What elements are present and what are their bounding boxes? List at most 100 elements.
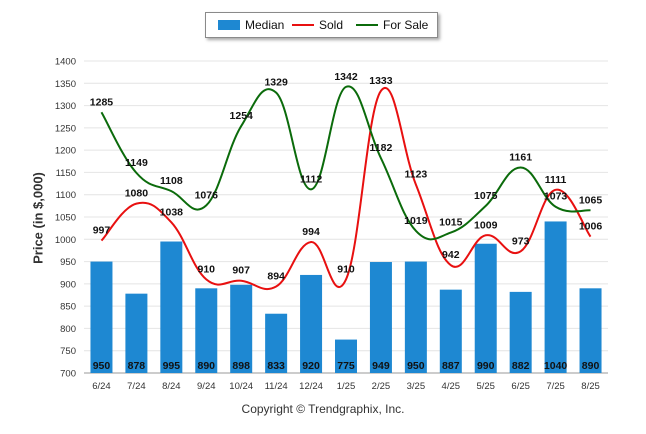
data-label-sold: 1123: [404, 168, 427, 180]
legend-item-median[interactable]: Median: [218, 13, 284, 37]
copyright-text: Copyright © Trendgraphix, Inc.: [241, 402, 405, 416]
data-label-median: 890: [582, 360, 600, 372]
x-tick-label: 10/24: [229, 381, 253, 392]
y-tick-label: 1150: [56, 168, 76, 179]
data-label-sold: 973: [512, 235, 530, 247]
y-tick-label: 750: [60, 346, 76, 357]
data-label-sold: 910: [337, 263, 355, 275]
data-label-for-sale: 1254: [230, 110, 254, 122]
data-label-for-sale: 1329: [264, 77, 288, 89]
bar-median: [125, 293, 148, 373]
legend-swatch-for-sale: [356, 24, 378, 26]
data-label-for-sale: 1285: [90, 96, 114, 108]
x-tick-label: 9/24: [197, 381, 216, 392]
data-label-median: 1040: [544, 360, 568, 372]
bar-median: [579, 288, 602, 373]
bar-median: [300, 274, 323, 373]
y-tick-label: 900: [60, 279, 76, 290]
bar-median: [509, 291, 532, 373]
x-tick-label: 12/24: [299, 381, 323, 392]
data-label-sold: 997: [93, 225, 111, 237]
legend-item-sold[interactable]: Sold: [292, 13, 343, 37]
data-label-for-sale: 1075: [474, 190, 498, 202]
y-tick-label: 1350: [55, 79, 76, 90]
data-label-sold: 942: [442, 249, 460, 261]
x-tick-label: 2/25: [372, 381, 391, 392]
y-tick-label: 1250: [55, 123, 76, 134]
x-tick-label: 11/24: [265, 381, 288, 392]
data-label-sold: 907: [232, 265, 250, 277]
y-tick-label: 1100: [56, 190, 76, 201]
data-label-sold: 894: [267, 271, 285, 283]
data-label-sold: 1038: [160, 206, 184, 218]
x-tick-label: 6/25: [511, 381, 530, 392]
legend: Median Sold For Sale: [205, 12, 438, 38]
data-label-median: 990: [477, 360, 495, 372]
y-tick-label: 850: [60, 302, 76, 313]
bar-median: [160, 241, 183, 373]
bar-median: [265, 313, 288, 373]
bar-median: [369, 262, 392, 373]
y-tick-label: 800: [60, 324, 76, 335]
x-tick-label: 1/25: [337, 381, 356, 392]
data-label-for-sale: 1108: [160, 175, 183, 187]
y-tick-label: 1400: [55, 57, 76, 68]
data-label-for-sale: 1019: [404, 215, 428, 227]
data-label-sold: 1111: [545, 174, 567, 186]
y-tick-label: 1050: [55, 213, 76, 224]
bar-median: [544, 221, 567, 373]
data-label-median: 833: [267, 360, 285, 372]
x-tick-label: 5/25: [476, 381, 495, 392]
bar-median: [230, 284, 253, 373]
x-tick-label: 7/25: [546, 381, 565, 392]
y-tick-label: 1200: [55, 146, 76, 157]
data-label-sold: 910: [198, 263, 216, 275]
bar-median: [474, 243, 497, 373]
data-label-for-sale: 1161: [509, 152, 532, 164]
data-label-for-sale: 1073: [544, 191, 568, 203]
data-label-sold: 1006: [579, 221, 603, 233]
x-tick-label: 8/25: [581, 381, 600, 392]
line-for-sale: [100, 85, 591, 241]
data-label-sold: 1333: [369, 75, 393, 87]
data-label-for-sale: 1065: [579, 194, 603, 206]
data-label-median: 920: [302, 360, 320, 372]
x-tick-label: 3/25: [407, 381, 426, 392]
data-label-sold: 994: [302, 226, 320, 238]
data-label-median: 898: [232, 360, 250, 372]
data-label-median: 950: [407, 360, 425, 372]
data-label-median: 887: [442, 360, 460, 372]
data-label-for-sale: 1015: [439, 217, 463, 229]
y-tick-label: 950: [60, 257, 76, 268]
data-label-for-sale: 1149: [125, 157, 148, 169]
data-label-median: 878: [128, 360, 146, 372]
legend-label-sold: Sold: [319, 18, 344, 32]
data-label-median: 775: [337, 360, 355, 372]
legend-swatch-sold: [292, 24, 314, 26]
data-label-median: 890: [198, 360, 216, 372]
data-label-sold: 1080: [125, 188, 149, 200]
bar-median: [90, 261, 113, 373]
data-label-for-sale: 1182: [370, 142, 393, 154]
y-tick-label: 700: [60, 369, 76, 380]
legend-label-median: Median: [245, 18, 285, 32]
y-tick-label: 1300: [55, 101, 76, 112]
data-label-sold: 1009: [474, 219, 498, 231]
x-tick-label: 7/24: [127, 381, 146, 392]
y-axis-label: Price (in $,000): [30, 172, 46, 264]
legend-item-for-sale[interactable]: For Sale: [356, 13, 428, 37]
line-sold: [100, 87, 592, 291]
data-label-median: 995: [163, 360, 181, 372]
data-label-for-sale: 1076: [195, 189, 219, 201]
data-label-median: 949: [372, 360, 390, 372]
legend-swatch-median: [218, 20, 240, 30]
legend-label-for-sale: For Sale: [383, 18, 429, 32]
x-tick-label: 6/24: [92, 381, 111, 392]
y-tick-label: 1000: [55, 235, 76, 246]
bar-median: [439, 289, 462, 373]
bar-median: [335, 339, 357, 373]
x-tick-label: 4/25: [442, 381, 461, 392]
data-label-median: 882: [512, 360, 530, 372]
bar-median: [195, 288, 218, 373]
